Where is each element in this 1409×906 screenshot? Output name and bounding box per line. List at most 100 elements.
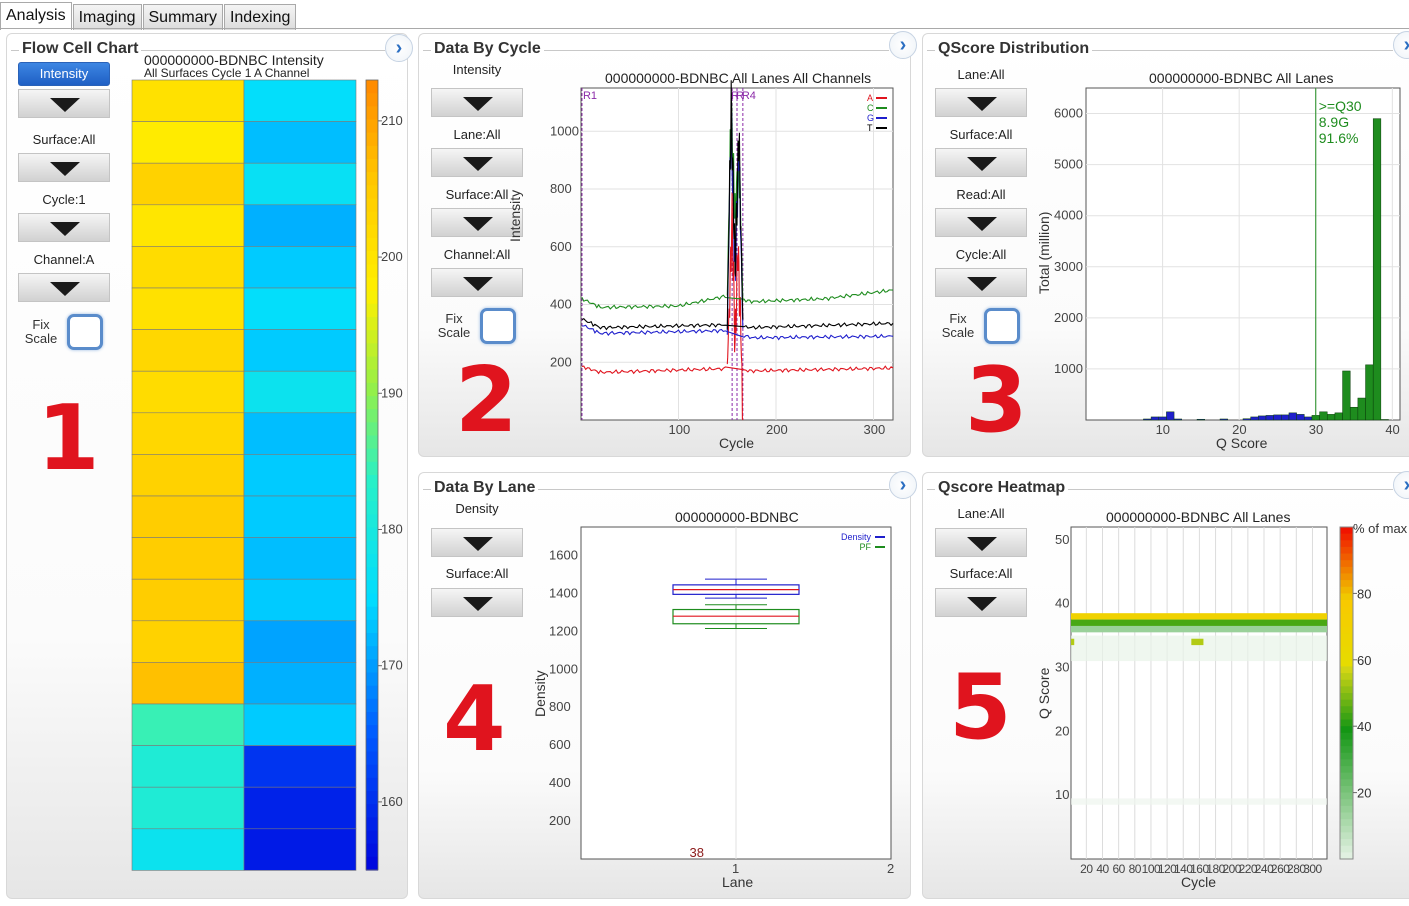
surface-dropdown-button[interactable] bbox=[18, 153, 110, 182]
panel-header-line bbox=[927, 50, 1393, 51]
tab-analysis[interactable]: Analysis bbox=[0, 2, 72, 30]
read-marker-label: R4 bbox=[742, 90, 756, 102]
colorbar-segment bbox=[1340, 712, 1353, 721]
heatmap-band bbox=[1191, 638, 1204, 646]
y-tick-label: 50 bbox=[1055, 532, 1069, 547]
bar bbox=[1265, 415, 1274, 421]
qscore-distribution-chart: 10 20 30 40 1000 2000 3000 4000 5000 6000 >=Q308.9… bbox=[1054, 87, 1401, 437]
channel-dropdown-button[interactable] bbox=[431, 268, 523, 297]
chevron-down-icon bbox=[50, 222, 80, 236]
surface-dropdown-button[interactable] bbox=[935, 588, 1027, 617]
heatmap-haze bbox=[1071, 798, 1327, 805]
lane-dropdown-button[interactable] bbox=[431, 148, 523, 177]
colorbar-segment bbox=[366, 382, 378, 397]
colorbar-segment bbox=[1340, 752, 1353, 760]
y-tick-label: 2000 bbox=[1054, 310, 1083, 325]
metric-dropdown-button[interactable] bbox=[431, 528, 523, 557]
bar bbox=[1342, 370, 1351, 421]
x-axis-title: Q Score bbox=[1216, 435, 1268, 451]
y-tick-label: 800 bbox=[550, 181, 572, 196]
chart-title: 000000000-BDNBC All Lanes All Channels bbox=[605, 70, 872, 86]
channel-dropdown-button[interactable] bbox=[18, 273, 110, 302]
colorbar-tick-label: 190 bbox=[381, 385, 403, 400]
heatmap-cell bbox=[243, 454, 357, 497]
colorbar-tick-label: 210 bbox=[381, 113, 403, 128]
heatmap-cell bbox=[243, 578, 357, 622]
colorbar-segment bbox=[366, 448, 378, 463]
bar bbox=[1158, 416, 1167, 421]
cycle-dropdown-button[interactable] bbox=[935, 268, 1027, 297]
x-axis-title: Cycle bbox=[1181, 874, 1217, 890]
surface-dropdown-button[interactable] bbox=[935, 148, 1027, 177]
surface-dropdown-button[interactable] bbox=[431, 588, 523, 617]
colorbar-segment bbox=[1340, 659, 1353, 668]
x-tick-label: 240 bbox=[1255, 862, 1274, 876]
colorbar-segment bbox=[366, 93, 378, 107]
fix-scale-checkbox[interactable] bbox=[67, 314, 103, 350]
colorbar-segment bbox=[366, 606, 378, 621]
metric-dropdown-button[interactable] bbox=[18, 89, 110, 118]
bar bbox=[1304, 416, 1313, 421]
x-tick-label: 2 bbox=[887, 861, 894, 876]
bar bbox=[1173, 418, 1182, 421]
heatmap-cell bbox=[243, 204, 357, 247]
colorbar-segment bbox=[1340, 666, 1353, 674]
bar bbox=[1219, 418, 1228, 421]
metric-dropdown-button[interactable] bbox=[431, 88, 523, 117]
colorbar-segment bbox=[366, 646, 378, 660]
series-spike-A bbox=[726, 192, 744, 421]
bar bbox=[1166, 411, 1175, 421]
panel-header-line bbox=[11, 50, 385, 51]
x-tick-label: 180 bbox=[1206, 862, 1225, 876]
expand-arrow-icon[interactable]: › bbox=[1393, 31, 1409, 59]
bar bbox=[1365, 364, 1374, 421]
colorbar-segment bbox=[366, 804, 378, 818]
colorbar-segment bbox=[1340, 792, 1353, 800]
colorbar-segment bbox=[366, 461, 378, 476]
y-tick-label: 200 bbox=[550, 354, 572, 369]
tab-summary[interactable]: Summary bbox=[142, 4, 223, 30]
panel-title: Qscore Heatmap bbox=[935, 479, 1069, 497]
colorbar-segment bbox=[1340, 546, 1353, 555]
colorbar-segment bbox=[366, 185, 378, 200]
cycle-dropdown-button[interactable] bbox=[18, 213, 110, 242]
expand-arrow-icon[interactable]: › bbox=[889, 31, 917, 59]
colorbar-segment bbox=[366, 685, 378, 700]
colorbar-segment bbox=[366, 277, 378, 292]
colorbar-segment bbox=[366, 830, 378, 845]
series-line-T bbox=[581, 318, 894, 331]
lane-dropdown-button[interactable] bbox=[935, 88, 1027, 117]
heatmap-cell bbox=[243, 620, 357, 663]
heatmap-cell bbox=[243, 79, 357, 122]
x-tick-label: 140 bbox=[1174, 862, 1193, 876]
q30-annotation: 91.6% bbox=[1319, 130, 1359, 146]
lane-count-annotation: 38 bbox=[690, 845, 704, 860]
y-tick-label: 800 bbox=[549, 699, 571, 714]
y-tick-label: 400 bbox=[550, 297, 572, 312]
read-dropdown-button[interactable] bbox=[935, 208, 1027, 237]
chevron-down-icon bbox=[967, 157, 997, 171]
colorbar-segment bbox=[1340, 580, 1353, 588]
colorbar-segment bbox=[1340, 785, 1353, 794]
fix-scale-checkbox[interactable] bbox=[480, 308, 516, 344]
heatmap-cell bbox=[131, 287, 245, 330]
series-spike-T bbox=[726, 80, 744, 330]
colorbar-segment bbox=[366, 738, 378, 753]
intensity-button[interactable]: Intensity bbox=[18, 62, 110, 86]
expand-arrow-icon[interactable]: › bbox=[385, 34, 413, 62]
colorbar-label: % of max bbox=[1353, 521, 1408, 536]
lane-dropdown-button[interactable] bbox=[935, 528, 1027, 557]
expand-arrow-icon[interactable]: › bbox=[889, 471, 917, 499]
colorbar-segment bbox=[366, 303, 378, 318]
expand-arrow-icon[interactable]: › bbox=[1393, 471, 1409, 499]
tab-imaging[interactable]: Imaging bbox=[72, 4, 142, 30]
fix-scale-checkbox[interactable] bbox=[984, 308, 1020, 344]
y-tick-label: 40 bbox=[1055, 596, 1069, 611]
surface-label: Surface:All bbox=[445, 566, 509, 581]
panel-header-line bbox=[927, 489, 1393, 490]
panel-header-line bbox=[423, 489, 889, 490]
surface-dropdown-button[interactable] bbox=[431, 208, 523, 237]
colorbar-segment bbox=[1340, 706, 1353, 714]
heatmap-cell bbox=[243, 662, 357, 705]
tab-indexing[interactable]: Indexing bbox=[223, 4, 297, 30]
